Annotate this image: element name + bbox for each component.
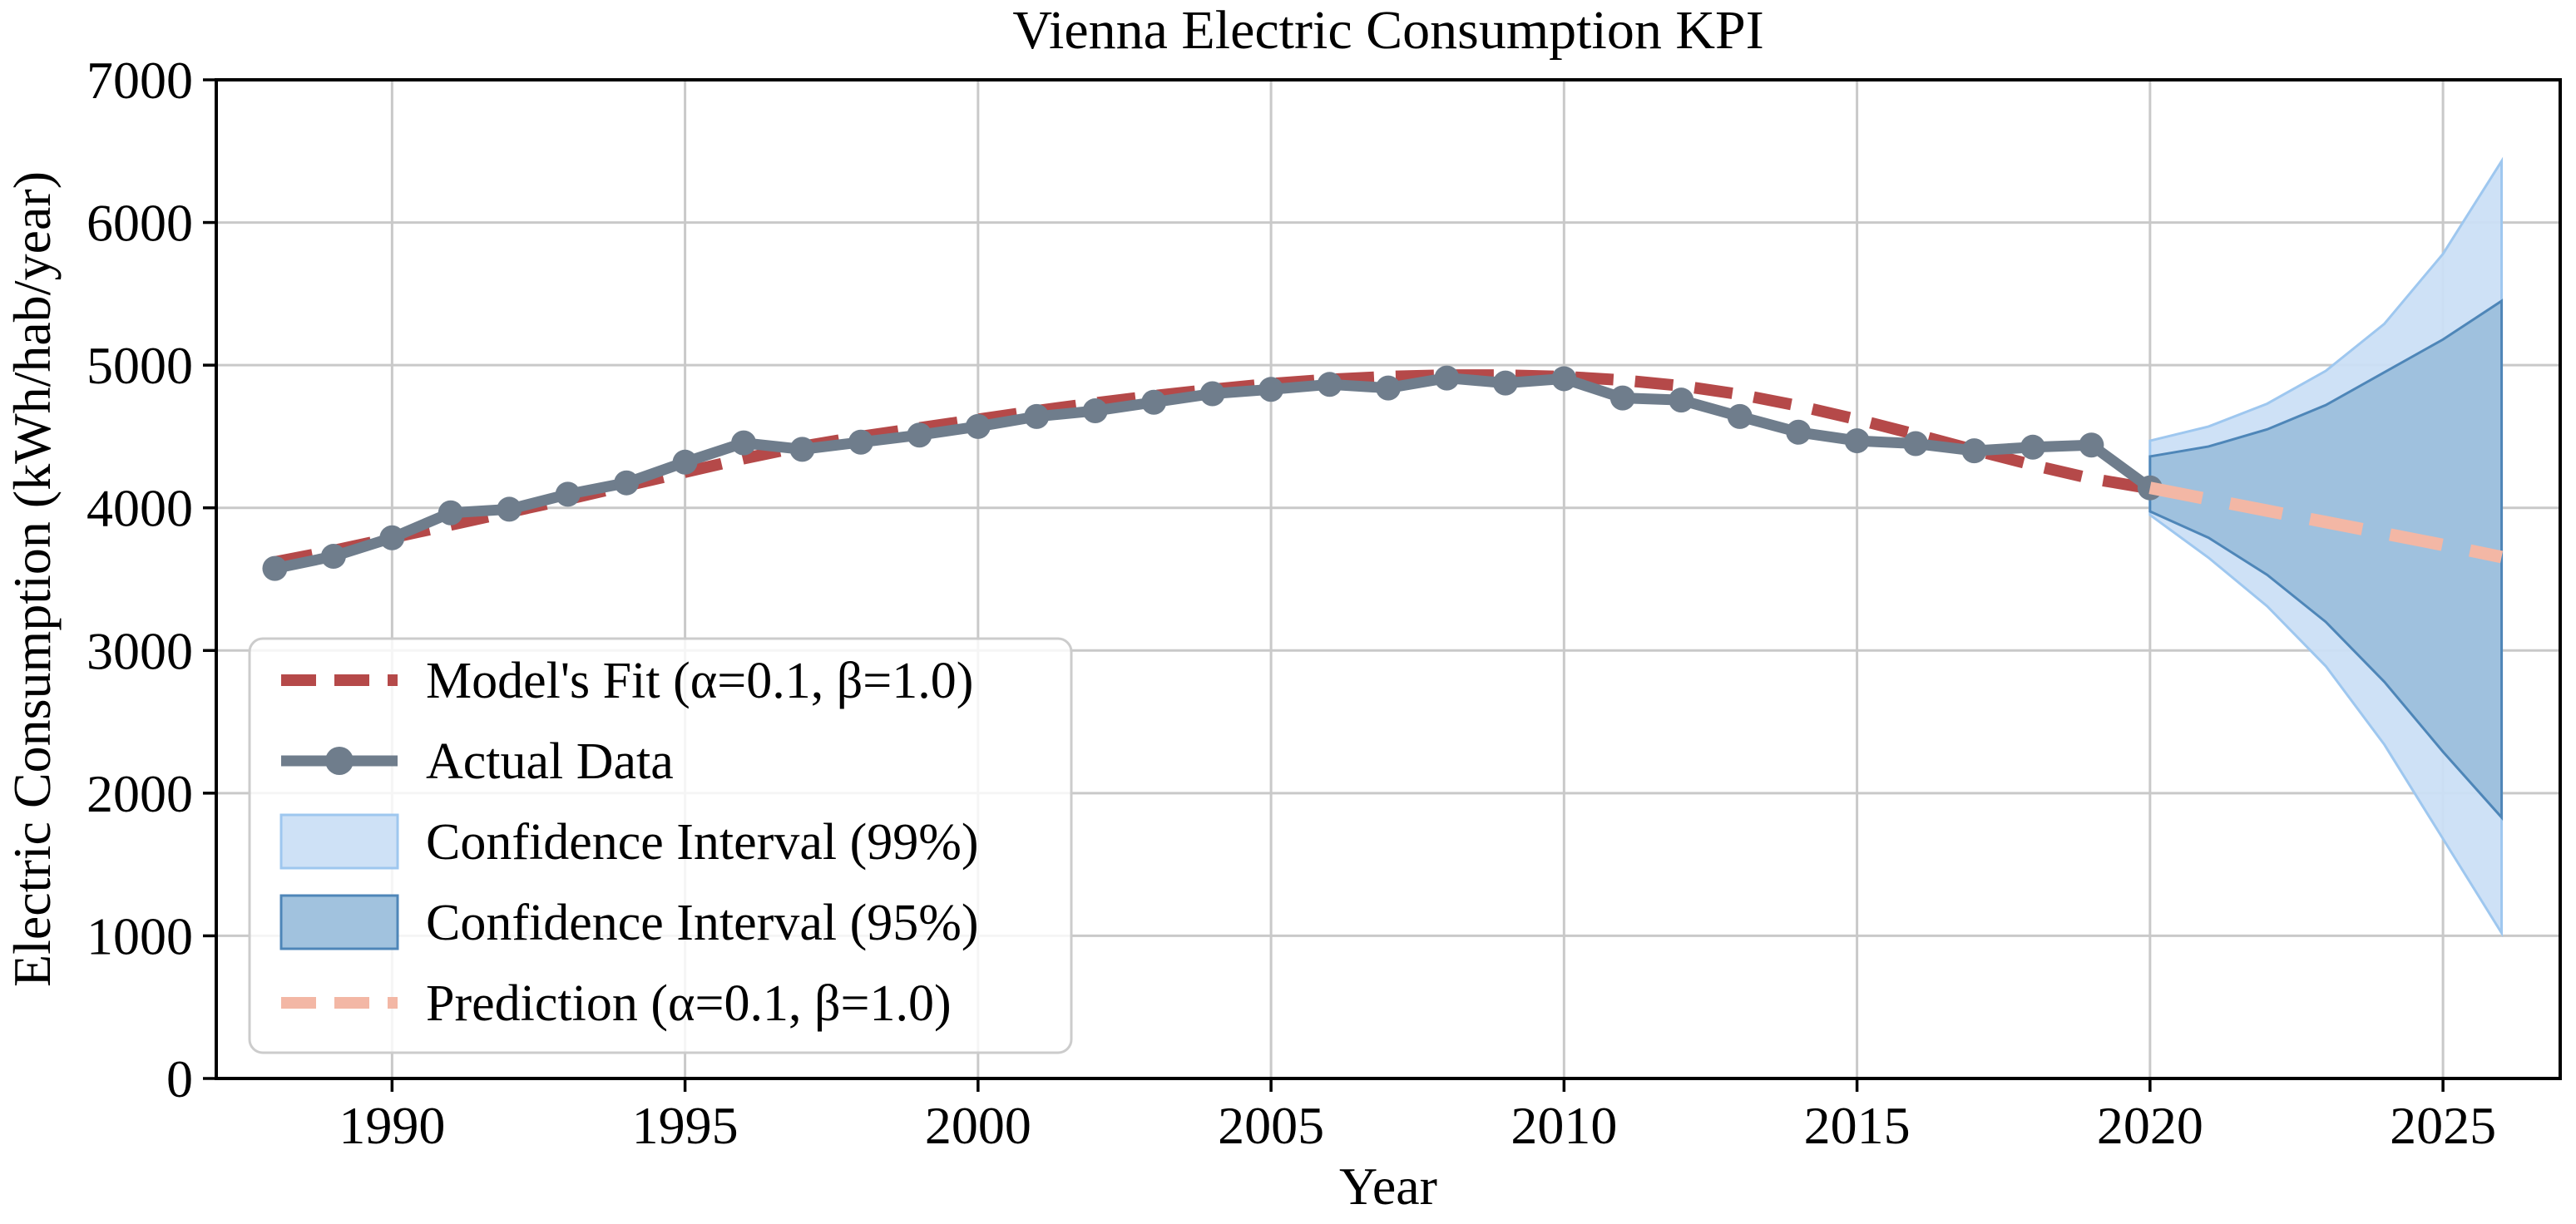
data-point	[1492, 370, 1518, 396]
data-point	[1727, 403, 1753, 429]
x-tick-label: 2005	[1218, 1096, 1324, 1155]
x-axis: 1990 1995 2000 2005 2010 2015 2020 2025	[339, 1078, 2496, 1155]
data-point	[1669, 387, 1694, 413]
legend-item-2: Actual Data	[281, 733, 674, 790]
data-point	[1551, 366, 1577, 392]
x-tick-label: 2015	[1804, 1096, 1911, 1155]
data-point	[965, 413, 991, 439]
y-tick-label: 3000	[87, 621, 193, 680]
y-tick-label: 1000	[87, 906, 193, 965]
legend-swatch-marker	[325, 747, 354, 775]
legend-label: Confidence Interval (99%)	[426, 814, 979, 871]
data-point	[1317, 372, 1342, 397]
data-point	[731, 430, 757, 456]
ci-95-band	[2148, 299, 2504, 821]
y-tick-label: 0	[166, 1049, 193, 1108]
legend-item-3: Confidence Interval (99%)	[279, 813, 979, 871]
actual-data-line	[262, 365, 2163, 581]
y-tick-label: 6000	[87, 194, 193, 253]
x-axis-label: Year	[1339, 1157, 1437, 1216]
plot-border	[215, 78, 2562, 1080]
legend-label: Actual Data	[426, 733, 674, 790]
data-point	[907, 422, 932, 448]
data-point	[789, 437, 815, 462]
legend-item-4: Confidence Interval (95%)	[279, 894, 979, 951]
data-point	[497, 496, 522, 522]
data-point	[1786, 419, 1812, 445]
y-axis-label: Electric Consumption (kWh/hab/year)	[2, 171, 62, 987]
x-tick-label: 2010	[1510, 1096, 1617, 1155]
y-axis: 0 1000 2000 3000 4000 5000 6000 7000	[87, 51, 216, 1108]
data-point	[1376, 375, 1401, 401]
prediction-line	[2148, 481, 2504, 564]
data-point	[320, 544, 346, 570]
data-point	[1024, 403, 1050, 429]
data-point	[1609, 385, 1635, 411]
data-point	[555, 481, 581, 507]
legend-box	[248, 637, 1073, 1054]
data-point	[2020, 434, 2045, 460]
data-point	[614, 470, 640, 496]
legend-item-5: Prediction (α=0.1, β=1.0)	[281, 975, 952, 1032]
y-tick-label: 4000	[87, 479, 193, 538]
legend: Model's Fit (α=0.1, β=1.0) Actual Data Con…	[248, 637, 1073, 1054]
data-point	[262, 555, 288, 581]
x-tick-label: 2025	[2390, 1096, 2496, 1155]
data-point	[1141, 389, 1167, 415]
data-point	[1258, 377, 1284, 402]
data-point	[672, 449, 698, 475]
chart-title: Vienna Electric Consumption KPI	[1012, 0, 1763, 61]
legend-label: Confidence Interval (95%)	[426, 895, 979, 951]
data-point	[1903, 431, 1929, 457]
legend-label: Prediction (α=0.1, β=1.0)	[426, 975, 952, 1032]
x-tick-label: 1990	[339, 1096, 445, 1155]
data-point	[379, 525, 405, 550]
data-point	[2079, 432, 2104, 458]
data-point	[438, 500, 463, 526]
data-point	[1434, 365, 1460, 391]
x-tick-label: 2000	[925, 1096, 1031, 1155]
legend-item-1: Model's Fit (α=0.1, β=1.0)	[281, 653, 973, 709]
data-point	[848, 429, 873, 455]
legend-swatch-band	[279, 813, 399, 870]
y-tick-label: 7000	[87, 51, 193, 110]
y-tick-label: 5000	[87, 336, 193, 395]
data-point	[1199, 381, 1225, 407]
data-point	[1082, 398, 1108, 424]
legend-swatch-band	[279, 894, 399, 950]
legend-label: Model's Fit (α=0.1, β=1.0)	[426, 653, 973, 709]
x-tick-label: 2020	[2097, 1096, 2203, 1155]
y-tick-label: 2000	[87, 764, 193, 823]
data-point	[1844, 428, 1870, 454]
data-point	[1961, 438, 1987, 464]
x-tick-label: 1995	[632, 1096, 739, 1155]
